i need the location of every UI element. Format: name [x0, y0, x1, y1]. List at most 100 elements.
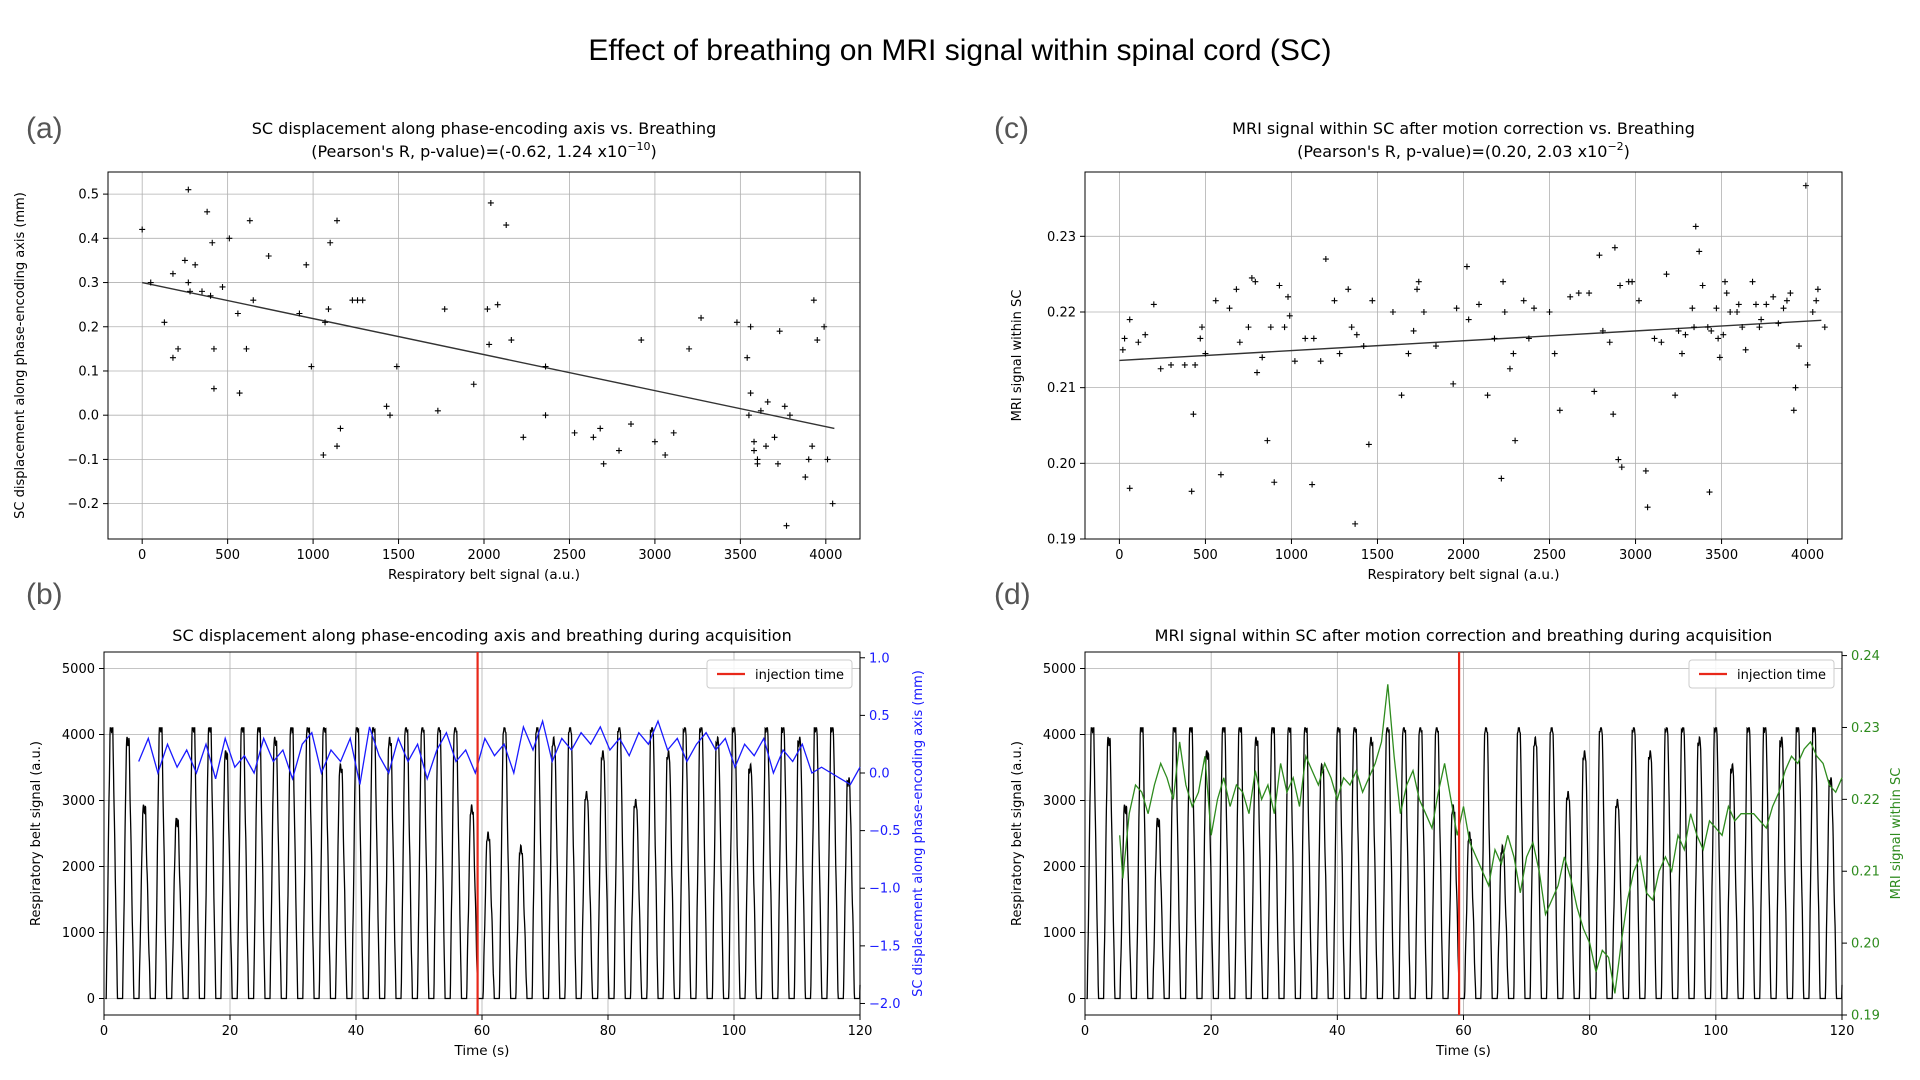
data-point: [470, 381, 477, 388]
data-point: [1813, 297, 1820, 304]
data-point: [1500, 278, 1507, 285]
x-tick-label: 500: [215, 548, 240, 563]
subtitle-close: ): [651, 142, 657, 161]
panel-label-c: (c): [994, 112, 1029, 145]
legend-box: [706, 659, 853, 689]
data-point: [1190, 411, 1197, 418]
data-point: [1775, 320, 1782, 327]
data-point: [1715, 335, 1722, 342]
data-point: [1809, 308, 1816, 315]
data-point: [1197, 335, 1204, 342]
data-point: [1198, 324, 1205, 331]
data-point: [185, 186, 192, 193]
x-tick-label: 120: [848, 1024, 873, 1039]
data-point: [1181, 361, 1188, 368]
x-tick-label: 20: [222, 1024, 239, 1039]
data-point: [1233, 286, 1240, 293]
data-point: [1596, 252, 1603, 259]
x-tick-label: 3500: [724, 548, 757, 563]
data-point: [751, 447, 758, 454]
chart-subtitle: (Pearson's R, p-value)=(0.20, 2.03 x10−2…: [1297, 140, 1630, 161]
data-point: [600, 460, 607, 467]
y-tick-label: 2000: [62, 860, 95, 875]
data-point: [1336, 350, 1343, 357]
data-point: [747, 323, 754, 330]
data-point: [226, 235, 233, 242]
data-point: [204, 208, 211, 215]
regression-line: [142, 281, 835, 430]
data-point: [1618, 464, 1625, 471]
y2-tick-label: −1.5: [869, 939, 901, 954]
data-point: [349, 297, 356, 304]
data-point: [1414, 286, 1421, 293]
data-point: [1142, 331, 1149, 338]
y2-tick-label: 1.0: [869, 651, 890, 666]
data-point: [487, 199, 494, 206]
data-point: [486, 341, 493, 348]
y2-tick-label: 0.22: [1851, 793, 1880, 808]
data-point: [1398, 392, 1405, 399]
data-point: [1586, 290, 1593, 297]
data-point: [786, 412, 793, 419]
data-point: [1276, 282, 1283, 289]
x-tick-label: 4000: [1791, 548, 1824, 563]
subtitle-exponent: −2: [1607, 140, 1623, 153]
data-point: [1787, 290, 1794, 297]
x-tick-label: 4000: [809, 548, 842, 563]
data-point: [1599, 327, 1606, 334]
data-point: [234, 310, 241, 317]
data-point: [1642, 467, 1649, 474]
regression-line: [1119, 319, 1822, 362]
data-point: [1692, 223, 1699, 230]
data-point: [1752, 301, 1759, 308]
data-point: [508, 337, 515, 344]
data-point: [1453, 305, 1460, 312]
data-point: [1520, 297, 1527, 304]
data-point: [303, 261, 310, 268]
data-point: [781, 403, 788, 410]
chart-panel-b: 0 20 40 60 80 100 120 0 1000 2000 3000 4000 5000 Time…: [29, 626, 926, 1059]
data-point: [1291, 358, 1298, 365]
data-point: [1804, 361, 1811, 368]
y-tick-label: 0.4: [78, 232, 99, 247]
data-point: [1317, 358, 1324, 365]
y2-tick-label: 0.24: [1851, 649, 1880, 664]
data-point: [181, 257, 188, 264]
data-point: [1749, 278, 1756, 285]
subtitle-close: ): [1624, 142, 1630, 161]
data-point: [1192, 361, 1199, 368]
x-axis-label: Respiratory belt signal (a.u.): [1367, 567, 1559, 583]
panel-label-d: (d): [994, 578, 1031, 611]
data-point: [1756, 324, 1763, 331]
data-point: [192, 261, 199, 268]
data-point: [1352, 520, 1359, 527]
data-point: [210, 345, 217, 352]
data-point: [1252, 278, 1259, 285]
x-tick-label: 0: [100, 1024, 108, 1039]
data-point: [1635, 297, 1642, 304]
data-point: [783, 522, 790, 529]
data-point: [175, 345, 182, 352]
data-point: [744, 354, 751, 361]
y2-axis-label: SC displacement along phase-encoding axi…: [911, 670, 926, 997]
data-point: [1348, 324, 1355, 331]
legend-label: injection time: [1737, 668, 1826, 683]
data-point: [1704, 324, 1711, 331]
x-tick-label: 500: [1193, 548, 1218, 563]
data-point: [1821, 324, 1828, 331]
data-point: [387, 412, 393, 419]
data-point: [1420, 308, 1427, 315]
data-point: [1389, 308, 1396, 315]
chart-title: SC displacement along phase-encoding axi…: [172, 626, 791, 645]
data-point: [1465, 316, 1472, 323]
data-point: [1212, 297, 1219, 304]
data-point: [1739, 324, 1746, 331]
data-point: [1310, 335, 1317, 342]
data-point: [754, 460, 761, 467]
data-point: [686, 345, 693, 352]
y-tick-label: 0.3: [78, 276, 99, 291]
y-tick-label: 3000: [1043, 794, 1076, 809]
data-point: [776, 328, 783, 335]
data-point: [1510, 350, 1517, 357]
data-point: [503, 222, 510, 229]
